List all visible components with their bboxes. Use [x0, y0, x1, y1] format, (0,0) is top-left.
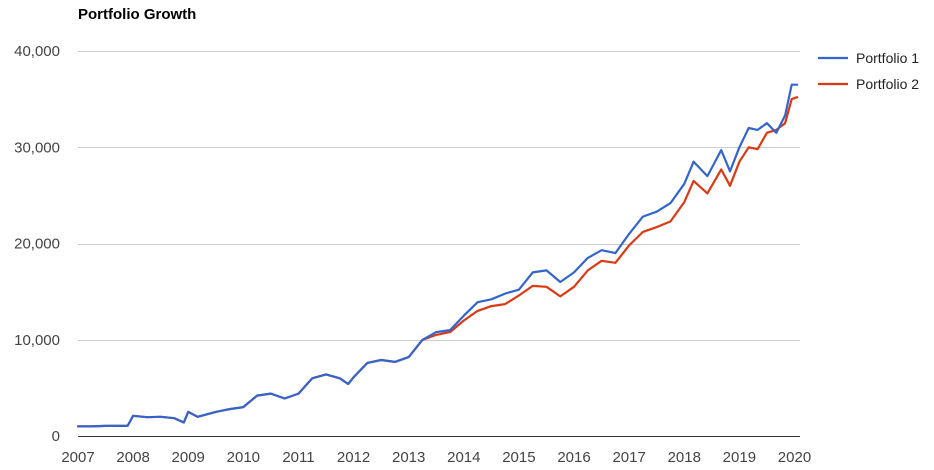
- x-tick-label: 2009: [172, 449, 205, 466]
- x-tick-label: 2019: [723, 449, 756, 466]
- x-tick-label: 2018: [668, 449, 701, 466]
- x-tick-label: 2017: [612, 449, 645, 466]
- x-tick-label: 2016: [557, 449, 590, 466]
- y-tick-label: 30,000: [14, 139, 60, 156]
- y-tick-label: 20,000: [14, 236, 60, 253]
- y-tick-label: 40,000: [14, 43, 60, 60]
- x-tick-label: 2014: [447, 449, 480, 466]
- plot-area: [76, 83, 799, 428]
- x-tick-label: 2011: [282, 449, 314, 466]
- legend-label-portfolio-1: Portfolio 1: [856, 50, 919, 66]
- x-tick-label: 2008: [116, 449, 149, 466]
- x-tick-label: 2007: [61, 449, 94, 466]
- x-tick-label: 2012: [337, 449, 370, 466]
- y-axis-ticks: 0 10,000 20,000 30,000 40,000: [14, 43, 60, 445]
- legend-label-portfolio-2: Portfolio 2: [856, 76, 919, 92]
- x-axis-ticks: 2007 2008 2009 2010 2011 2012 2013 2014 2015 2016…: [61, 449, 811, 466]
- x-tick-label: 2015: [502, 449, 535, 466]
- gridlines: [78, 51, 800, 341]
- legend: Portfolio 1 Portfolio 2: [818, 50, 919, 92]
- x-tick-label: 2020: [778, 449, 811, 466]
- y-tick-label: 0: [52, 428, 60, 445]
- chart-title: Portfolio Growth: [78, 6, 196, 23]
- x-tick-label: 2010: [227, 449, 260, 466]
- series-line-portfolio-1: [76, 83, 799, 428]
- series-line-portfolio-2: [76, 96, 799, 428]
- y-tick-label: 10,000: [14, 332, 60, 349]
- x-tick-label: 2013: [392, 449, 425, 466]
